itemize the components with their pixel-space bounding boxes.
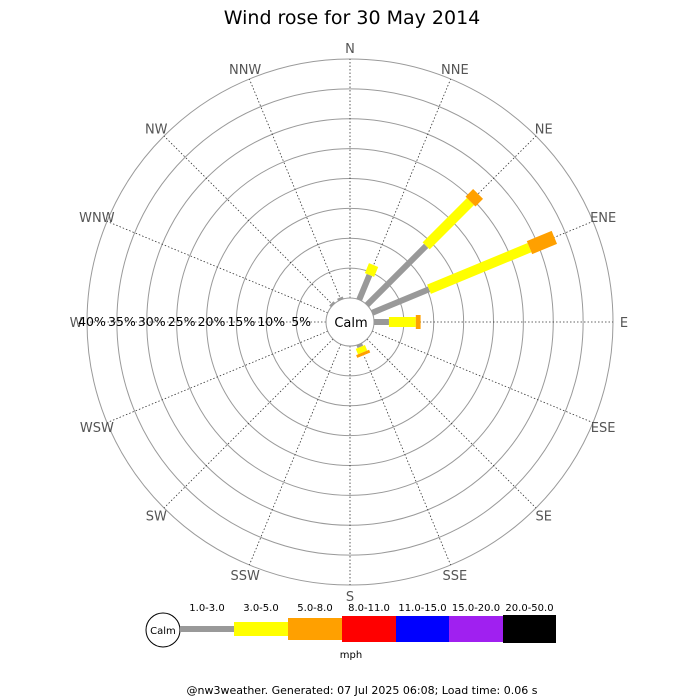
direction-label-n: N — [345, 42, 355, 57]
bar-ene-bin-2 — [526, 230, 558, 255]
direction-label-sse: SSE — [442, 569, 467, 584]
speed-legend: Calm 1.0-3.0 3.0-5.0 5.0-8.0 8.0-11.0 11.0-15… — [145, 603, 556, 661]
legend-bin-label: 5.0-8.0 — [297, 603, 332, 614]
legend-bin-label: 3.0-5.0 — [243, 603, 278, 614]
spoke-sw — [163, 338, 334, 509]
bar-ne-bin-1 — [422, 197, 475, 250]
legend-bin-label: 8.0-11.0 — [348, 603, 390, 614]
legend-swatch-bin-5 — [449, 616, 503, 642]
legend-bin-label: 1.0-3.0 — [189, 603, 224, 614]
direction-label-s: S — [346, 590, 354, 605]
bar-sse-bin-2 — [356, 349, 371, 358]
legend-swatch-bin-0 — [180, 626, 234, 632]
legend-bin-label: 11.0-15.0 — [398, 603, 446, 614]
percent-label: 15% — [227, 314, 255, 329]
direction-label-nne: NNE — [441, 63, 469, 78]
grid-ring — [235, 207, 465, 437]
direction-label-sw: SW — [146, 510, 167, 525]
spoke-wsw — [106, 330, 328, 424]
grid-ring — [176, 148, 524, 496]
bar-ene-bin-1 — [427, 243, 532, 294]
calm-center: Calm — [325, 297, 375, 347]
legend-calm-label: Calm — [150, 626, 176, 637]
calm-label: Calm — [334, 316, 367, 331]
percent-label: 20% — [198, 314, 226, 329]
direction-label-ne: NE — [535, 122, 553, 137]
direction-labels: N NNE NE ENE E ESE SE SSE S SSW SW WSW W WNW NW NNW — [70, 42, 629, 605]
percent-labels: 40% 35% 30% 25% 20% 15% 10% 5% — [78, 314, 311, 329]
direction-label-ssw: SSW — [230, 569, 260, 584]
spoke-ssw — [248, 344, 342, 566]
percent-label: 5% — [291, 314, 311, 329]
direction-label-wsw: WSW — [80, 421, 114, 436]
footer-text: @nw3weather. Generated: 07 Jul 2025 06:0… — [187, 684, 538, 697]
direction-label-se: SE — [536, 510, 552, 525]
direction-label-ene: ENE — [590, 211, 616, 226]
chart-title: Wind rose for 30 May 2014 — [224, 7, 481, 29]
direction-label-nw: NW — [145, 122, 168, 137]
direction-label-w: W — [70, 316, 83, 331]
spoke-se — [366, 338, 537, 509]
spoke-nnw — [248, 78, 342, 300]
bar-ene-bin-0 — [371, 286, 431, 316]
direction-label-wnw: WNW — [79, 211, 115, 226]
bar-nne-bin-0 — [356, 273, 373, 301]
percent-label: 30% — [138, 314, 166, 329]
calm-circle — [325, 297, 375, 347]
legend-swatch-bin-4 — [396, 616, 449, 642]
legend-swatch-bin-6 — [503, 615, 556, 643]
spoke-nne — [358, 78, 452, 300]
bar-ne-bin-0 — [364, 243, 429, 308]
wind-bars — [329, 188, 558, 358]
legend-swatch-bin-1 — [234, 622, 288, 636]
percent-label: 10% — [257, 314, 285, 329]
percent-label: 25% — [168, 314, 196, 329]
legend-units-label: mph — [340, 650, 362, 661]
percent-label: 35% — [108, 314, 136, 329]
direction-label-nnw: NNW — [229, 63, 261, 78]
bar-nne-bin-1 — [364, 263, 379, 277]
percent-label: 40% — [78, 314, 106, 329]
legend-swatch-bin-3 — [342, 616, 396, 642]
legend-swatch-bin-2 — [288, 618, 342, 640]
direction-label-ese: ESE — [591, 421, 616, 436]
grid-ring — [116, 88, 584, 556]
bar-sse-bin-1 — [355, 345, 368, 355]
bar-ne-bin-2 — [465, 188, 484, 207]
direction-label-e: E — [620, 316, 628, 331]
legend-bin-label: 20.0-50.0 — [505, 603, 553, 614]
spoke-sse — [358, 344, 452, 566]
spoke-wnw — [106, 220, 328, 314]
spoke-nw — [163, 135, 334, 306]
legend-bin-label: 15.0-20.0 — [452, 603, 500, 614]
spoke-ese — [372, 330, 594, 424]
